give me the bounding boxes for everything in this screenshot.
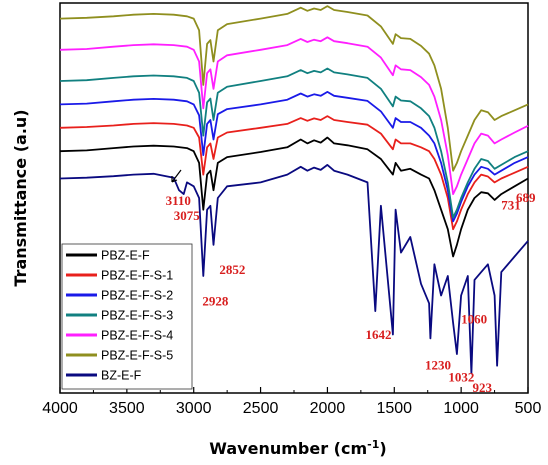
peak-label: 731 [501, 198, 521, 213]
series-line-2 [59, 115, 529, 231]
peak-label: 1032 [448, 369, 474, 384]
series-line-7 [59, 164, 529, 375]
legend-label: PBZ-E-F-S-1 [101, 269, 173, 283]
peak-label: 1642 [366, 327, 392, 342]
legend-entries: PBZ-E-F PBZ-E-F-S-1 PBZ-E-F-S-2 PBZ-E-F-S-3… [66, 249, 173, 383]
x-tick-label: 3000 [176, 400, 212, 417]
legend-label: PBZ-E-F-S-2 [101, 289, 173, 303]
x-axis-title: Wavenumber (cm-1) [209, 438, 386, 458]
x-tick-label: 1000 [443, 400, 479, 417]
x-tick-label: 3500 [109, 400, 145, 417]
legend: PBZ-E-F PBZ-E-F-S-1 PBZ-E-F-S-2 PBZ-E-F-S-3… [61, 243, 193, 390]
legend-label: PBZ-E-F-S-3 [101, 309, 173, 323]
y-axis-title: Transmittance (a.u) [11, 109, 30, 286]
legend-label: BZ-E-F [101, 369, 142, 383]
x-tick-label: 1500 [376, 400, 412, 417]
legend-label: PBZ-E-F-S-4 [101, 329, 173, 343]
peak-label: 2928 [202, 293, 229, 308]
x-tick-label: 2500 [243, 400, 279, 417]
x-tick-label: 500 [515, 400, 542, 417]
x-tick-label: 4000 [42, 400, 78, 417]
x-axis-title-end: ) [379, 439, 386, 458]
series-line-6 [59, 5, 529, 172]
legend-label: PBZ-E-F [101, 249, 150, 263]
series-line-4 [59, 67, 529, 219]
peak-label: 3110 [166, 193, 191, 208]
x-axis-title-main: Wavenumber (cm [209, 439, 367, 458]
series-layer [59, 5, 529, 375]
x-axis-title-superscript: -1 [367, 438, 379, 451]
series-line-1 [59, 136, 529, 258]
x-tick-label: 2000 [310, 400, 346, 417]
series-line-5 [59, 36, 529, 195]
legend-label: PBZ-E-F-S-5 [101, 349, 173, 363]
peak-label: 1230 [425, 358, 451, 373]
peak-label: 1060 [461, 312, 487, 327]
peak-label: 2852 [219, 262, 245, 277]
peak-arrow [171, 169, 182, 183]
peak-label: 3075 [174, 208, 201, 223]
peak-label: 689 [516, 190, 536, 205]
series-line-3 [59, 91, 529, 223]
peak-label: 923 [473, 380, 493, 395]
x-axis-ticks: 4000 3500 3000 2500 2000 1500 1000 500 [42, 387, 541, 417]
